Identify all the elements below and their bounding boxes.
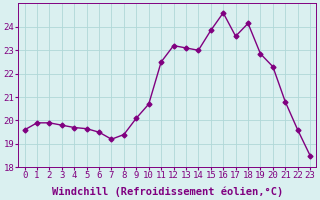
- X-axis label: Windchill (Refroidissement éolien,°C): Windchill (Refroidissement éolien,°C): [52, 186, 283, 197]
